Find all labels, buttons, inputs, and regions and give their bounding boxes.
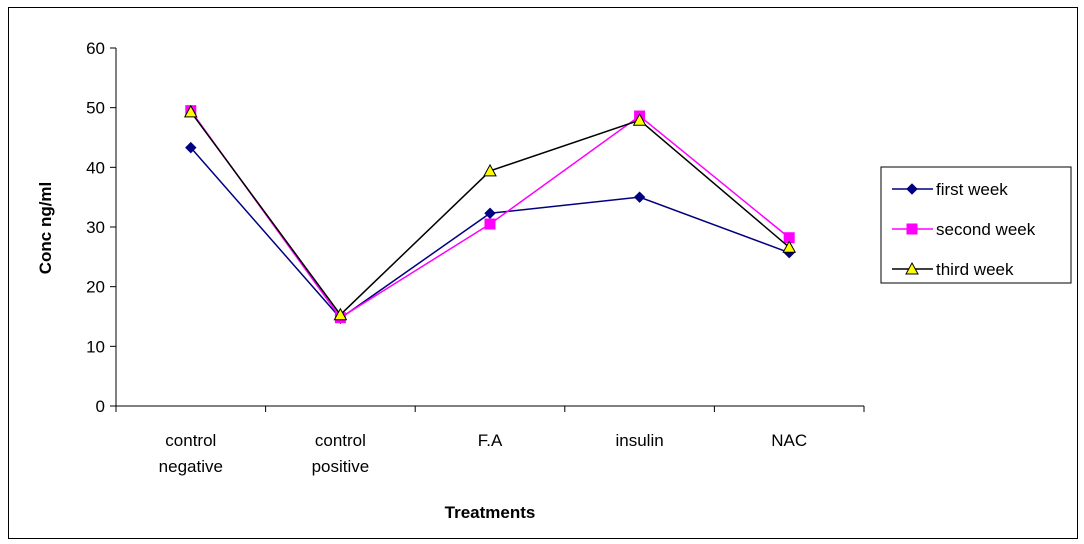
data-point-third-week <box>333 307 348 321</box>
data-point-third-week <box>782 240 797 253</box>
legend-item-third-week: third week <box>892 260 1014 279</box>
legend-marker-third-week <box>905 261 919 275</box>
legend: first week second week third week <box>880 166 1072 284</box>
data-point-third-week <box>183 104 198 118</box>
series-third-week <box>183 104 797 321</box>
legend-label-second-week: second week <box>936 220 1036 239</box>
y-tick-label: 20 <box>86 278 105 297</box>
data-point-second-week <box>484 218 496 230</box>
legend-item-first-week: first week <box>892 180 1008 199</box>
x-tick-label: control negative <box>159 431 223 476</box>
y-tick-label: 0 <box>96 397 105 416</box>
legend-marker-first-week <box>906 183 918 195</box>
data-point-third-week <box>632 113 647 126</box>
y-tick-label: 10 <box>86 337 105 356</box>
x-axis: control negative control positive F.A insulin… <box>115 405 865 476</box>
y-tick-label: 40 <box>86 158 105 177</box>
y-tick-label: 30 <box>86 218 105 237</box>
x-tick-label: F.A <box>478 431 503 450</box>
data-point-first-week <box>185 141 197 154</box>
x-tick-label: control positive <box>312 431 370 476</box>
y-tick-label: 60 <box>86 39 105 58</box>
y-axis: 0 10 20 30 40 50 60 <box>86 39 117 416</box>
y-tick-label: 50 <box>86 99 105 118</box>
series-layer <box>183 104 797 324</box>
data-point-first-week <box>484 207 496 219</box>
x-tick-label: insulin <box>615 431 663 450</box>
legend-label-first-week: first week <box>936 180 1008 199</box>
legend-marker-second-week <box>906 223 918 235</box>
legend-item-second-week: second week <box>892 220 1036 239</box>
x-tick-label: NAC <box>771 431 807 450</box>
data-point-third-week <box>483 163 497 177</box>
y-axis-title: Conc ng/ml <box>36 182 55 275</box>
data-point-first-week <box>633 191 646 203</box>
legend-label-third-week: third week <box>936 260 1014 279</box>
x-axis-title: Treatments <box>445 503 536 522</box>
